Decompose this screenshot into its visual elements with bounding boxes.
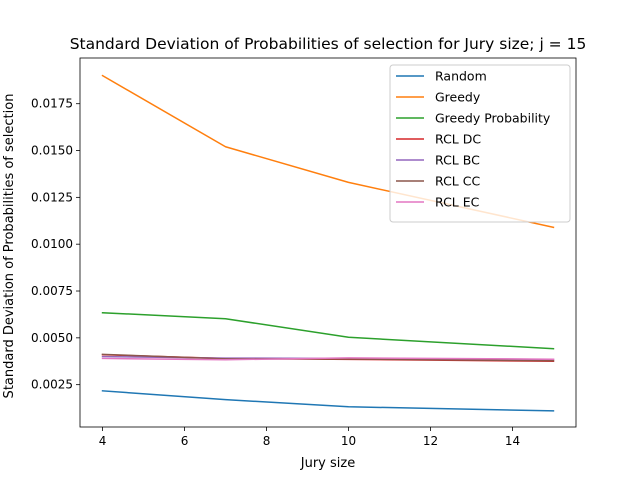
y-tick-label: 0.0025 [31,378,73,392]
series-line-2 [101,311,555,350]
legend-box [389,64,571,223]
legend: Random Greedy Greedy Probability RCL DC RCL … [389,64,571,223]
x-tick-label: 10 [341,434,356,448]
legend-label: Greedy Probability [435,111,551,126]
x-tick-label: 6 [181,434,189,448]
y-tick-label: 0.0075 [31,284,73,298]
x-tick-label: 14 [505,434,520,448]
series-line-6 [101,357,555,361]
y-tick-label: 0.0125 [31,190,73,204]
y-tick-label: 0.0175 [31,97,73,111]
x-tick-label: 4 [99,434,107,448]
legend-label: Random [435,69,487,84]
y-tick-label: 0.0100 [31,237,73,251]
legend-label: RCL EC [435,195,480,210]
legend-label: Greedy [435,90,481,105]
x-axis-label: Jury size [300,456,355,471]
plot-area [101,74,555,412]
legend-label: RCL CC [435,174,480,189]
x-tick-label: 12 [423,434,438,448]
y-tick-label: 0.0150 [31,144,73,158]
y-axis-label: Standard Deviation of Probabilities of s… [2,94,17,399]
axes: 4 6 8 10 12 14 0.0025 0.0050 0.0075 0.0100 0.0125 0… [31,57,577,448]
series-line-0 [101,390,555,412]
chart-title: Standard Deviation of Probabilities of s… [70,35,587,53]
axes-frame [79,57,577,428]
legend-label: RCL BC [435,153,480,168]
y-tick-label: 0.0050 [31,331,73,345]
x-tick-label: 8 [263,434,271,448]
legend-label: RCL DC [435,132,481,147]
